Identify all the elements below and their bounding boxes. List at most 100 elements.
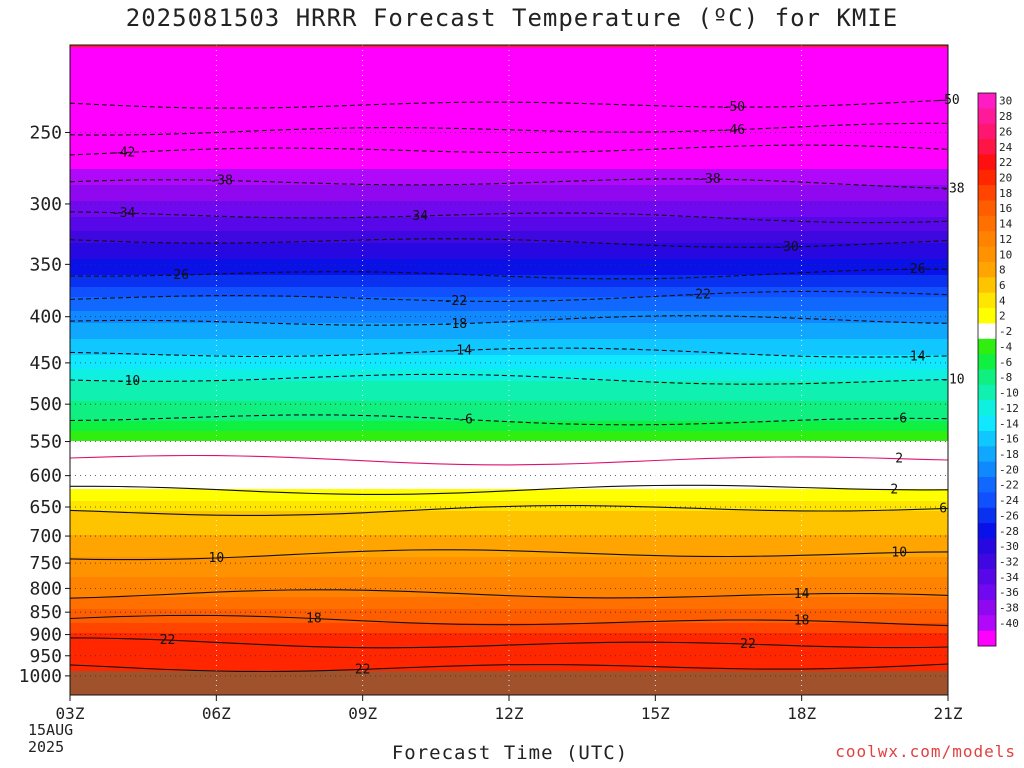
colorbar-swatch (978, 338, 996, 355)
colorbar-swatch (978, 139, 996, 155)
colorbar-swatch (978, 154, 996, 171)
colorbar-swatch (978, 446, 996, 463)
contour-labels: -50 -50-46-42-38 -38-38-34 -34-30-26 -26-22-… (112, 93, 965, 677)
colorbar-swatch (978, 200, 996, 217)
colorbar-label: -24 (999, 494, 1019, 507)
colorbar-label: 6 (999, 279, 1006, 292)
colorbar-swatch (978, 507, 996, 524)
colorbar-label: -40 (999, 617, 1019, 630)
colorbar-label: -6 (999, 356, 1012, 369)
contour-label: -38 (697, 172, 720, 187)
contour-label: -18 (444, 317, 467, 332)
contour-label: -6 (457, 413, 473, 428)
contour-label: -46 (722, 123, 745, 138)
colorbar-swatch (978, 323, 996, 340)
y-tick-label: 400 (29, 307, 62, 328)
contour-label: -14 (448, 343, 472, 358)
colorbar-swatch (978, 461, 996, 478)
start-date-year: 2025 (28, 738, 65, 756)
contour-label: -50 (722, 100, 745, 115)
contour-label: -30 (775, 240, 798, 255)
colorbar-swatch (978, 261, 996, 278)
colorbar-frame (977, 92, 997, 647)
colorbar-swatch (978, 308, 996, 324)
colorbar-label: -34 (999, 571, 1019, 584)
colorbar-label: 26 (999, 125, 1012, 138)
contour-label: -22 (687, 287, 710, 302)
contour-label: -38 (941, 181, 964, 196)
colorbar-swatch (978, 553, 996, 570)
colorbar-swatch (978, 630, 996, 647)
colorbar-swatch (978, 492, 996, 509)
colorbar-label: -8 (999, 371, 1012, 384)
x-tick-label: 18Z (787, 704, 816, 723)
colorbar-label: 28 (999, 110, 1012, 123)
colorbar-swatch (978, 277, 996, 294)
colorbar-label: 10 (999, 248, 1012, 261)
colorbar-label: -28 (999, 525, 1019, 538)
colorbar-swatch (978, 93, 996, 109)
contour-label: 2 (890, 483, 898, 498)
colorbar-label: 24 (999, 141, 1013, 154)
contour-line (70, 614, 948, 627)
x-axis-label: Forecast Time (UTC) (391, 742, 629, 764)
contour-label: 22 (160, 633, 176, 648)
y-tick-label: 950 (29, 646, 62, 667)
colorbar-label: -32 (999, 556, 1019, 569)
contour-line (70, 315, 948, 326)
colorbar-swatch (978, 169, 996, 186)
colorbar-swatch (978, 231, 996, 248)
contour-line (70, 347, 948, 358)
y-tick-label: 650 (29, 497, 62, 518)
contour-label: -10 (941, 372, 964, 387)
colorbar-label: 16 (999, 202, 1012, 215)
x-tick-label: 03Z (56, 704, 85, 723)
y-tick-label: 600 (29, 466, 62, 487)
contour-line (70, 454, 948, 466)
colorbar-label: -20 (999, 463, 1019, 476)
contour-label: 10 (891, 546, 907, 561)
colorbar-label: -2 (999, 325, 1012, 338)
contour-label: -26 (166, 268, 189, 283)
y-tick-label: 250 (29, 122, 62, 143)
y-tick-label: 1000 (19, 666, 62, 687)
y-tick-label: 300 (29, 194, 62, 215)
colorbar-swatch (978, 292, 996, 309)
contour-label: -42 (112, 146, 135, 161)
colorbar-swatch (978, 523, 996, 539)
contour-label: 2 (895, 452, 903, 467)
colorbar-swatch (978, 215, 996, 232)
colorbar-swatch (978, 430, 996, 447)
start-date-day: 15AUG (28, 721, 74, 739)
contour-label: 18 (794, 614, 810, 629)
colorbar-label: -10 (999, 387, 1019, 400)
contour-label: 18 (306, 612, 322, 627)
contour-label: -26 (902, 262, 925, 277)
chart-title: 2025081503 HRRR Forecast Temperature (ºC… (125, 4, 899, 32)
y-tick-label: 800 (29, 578, 62, 599)
grid-lines (70, 45, 948, 695)
colorbar-swatch (978, 584, 996, 601)
colorbar-label: 22 (999, 156, 1012, 169)
colorbar-label: -30 (999, 540, 1019, 553)
y-axis: 2503003504004505005506006507007508008509… (19, 122, 70, 687)
y-tick-label: 350 (29, 254, 62, 275)
contour-line (70, 414, 948, 426)
contour-line (70, 144, 948, 156)
contour-line (70, 122, 948, 136)
contour-label: -34 (405, 209, 429, 224)
start-date: 15AUG 2025 (28, 722, 73, 756)
contour-line (70, 637, 948, 649)
contour-label: 10 (209, 551, 225, 566)
contour-line (70, 373, 948, 385)
contour-label: -34 (112, 206, 136, 221)
colorbar-label: -22 (999, 479, 1019, 492)
colorbar-swatch (978, 123, 996, 140)
credit-link[interactable]: coolwx.com/models (835, 742, 1016, 761)
colorbar-label: 12 (999, 233, 1012, 246)
contour-label: -10 (117, 374, 140, 389)
x-tick-label: 15Z (641, 704, 670, 723)
contour-line (70, 99, 948, 109)
colorbar-label: 8 (999, 264, 1006, 277)
contour-line (70, 484, 948, 495)
